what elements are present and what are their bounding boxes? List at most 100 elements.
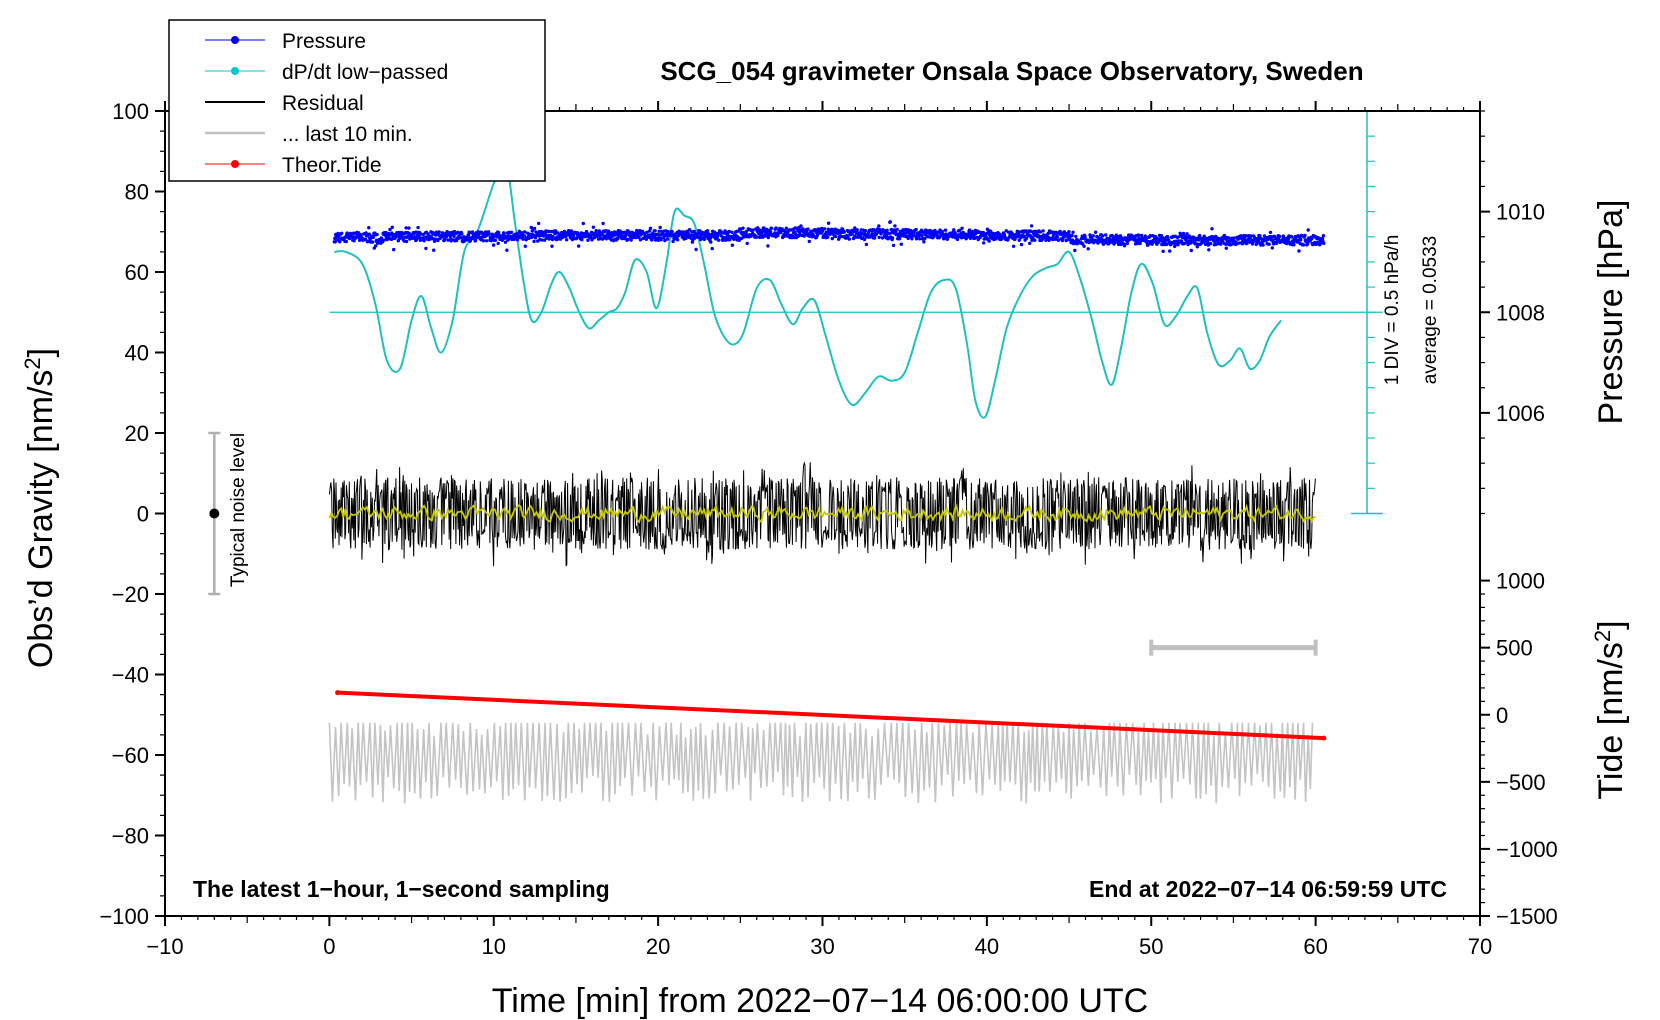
pressure-point — [509, 230, 514, 234]
pressure-point — [484, 239, 489, 243]
pressure-point — [982, 241, 986, 245]
pressure-point — [920, 233, 924, 238]
pressure-point — [629, 238, 633, 242]
x-tick-label: 60 — [1303, 934, 1327, 959]
y-axis-title-tide: Tide [nm/s2] — [1590, 620, 1631, 799]
x-axis-title: Time [min] from 2022−07−14 06:00:00 UTC — [492, 982, 1148, 1020]
pressure-point — [918, 237, 922, 241]
pressure-point — [532, 226, 537, 231]
legend-marker-dpdt — [231, 67, 239, 75]
pressure-point — [491, 243, 496, 247]
pressure-point — [727, 229, 731, 234]
pressure-point — [801, 227, 805, 231]
pressure-point — [1208, 241, 1213, 246]
y-axis-title-gravity-end: ] — [22, 348, 60, 357]
pressure-point — [505, 248, 509, 252]
pressure-point — [960, 226, 964, 230]
legend: Pressure dP/dt low−passed Residual ... l… — [168, 19, 546, 182]
pressure-point — [807, 239, 811, 244]
tide-tick-label: −1000 — [1496, 837, 1558, 862]
pressure-point — [1136, 233, 1141, 237]
tide-tick-label: 1000 — [1496, 569, 1545, 594]
pressure-point — [515, 238, 520, 242]
pressure-point — [953, 231, 957, 235]
pressure-point — [904, 227, 908, 232]
pressure-point — [606, 229, 611, 233]
pressure-point — [1176, 243, 1180, 247]
x-tick-label: 30 — [810, 934, 834, 959]
pressure-point — [730, 243, 735, 247]
y-tick-label: −20 — [112, 582, 149, 607]
pressure-point — [1017, 238, 1021, 242]
pressure-point — [1299, 238, 1303, 242]
pressure-point — [1019, 242, 1024, 247]
x-tick-label: 20 — [646, 934, 670, 959]
pressure-point — [658, 225, 662, 230]
y-tick-label: 40 — [125, 341, 149, 366]
pressure-point — [670, 229, 674, 234]
pressure-point — [638, 238, 643, 242]
pressure-point — [728, 238, 732, 242]
pressure-point — [724, 238, 728, 242]
axes: −10 0 10 20 30 40 50 60 70100806040200−20−40−60−… — [99, 99, 1557, 959]
pressure-point — [1161, 249, 1165, 253]
pressure-point — [388, 227, 392, 232]
legend-label-residual: Residual — [282, 92, 364, 115]
legend-marker-pressure — [231, 36, 239, 44]
pressure-point — [375, 232, 379, 237]
pressure-point — [371, 235, 376, 240]
pressure-point — [710, 246, 714, 251]
tide-line — [337, 690, 1324, 741]
pressure-point — [532, 239, 536, 244]
pressure-point — [1320, 236, 1325, 241]
pressure-point — [500, 238, 504, 242]
residual-filtered-trace — [328, 503, 1316, 525]
legend-box — [168, 19, 546, 182]
pressure-point — [577, 244, 581, 248]
pressure-point — [686, 231, 690, 235]
pressure-point — [1310, 237, 1314, 241]
pressure-point — [496, 241, 500, 246]
pressure-point — [709, 240, 713, 244]
pressure-point — [1041, 229, 1045, 233]
pressure-point — [537, 221, 541, 226]
pressure-point — [1226, 236, 1231, 240]
pressure-point — [972, 236, 977, 241]
pressure-point — [755, 235, 759, 239]
pressure-point — [653, 229, 657, 233]
tide-point — [335, 690, 341, 696]
pressure-point — [877, 224, 881, 228]
pressure-point — [872, 236, 877, 240]
pressure-point — [719, 234, 724, 238]
pressure-point — [657, 229, 661, 233]
pressure-point — [716, 238, 721, 242]
y-tick-label: −100 — [99, 904, 149, 929]
pressure-point — [826, 221, 831, 225]
pressure-point — [1029, 224, 1034, 228]
pressure-point — [1303, 233, 1307, 238]
pressure-point — [1067, 230, 1071, 234]
pressure-point — [657, 233, 661, 237]
pressure-point — [1256, 238, 1261, 243]
y-tick-label: 20 — [125, 421, 149, 446]
pressure-point — [971, 230, 975, 235]
pressure-point — [523, 244, 527, 248]
y-axis-title-tide-main: Tide [nm/s — [1592, 642, 1630, 799]
pressure-point — [822, 227, 827, 231]
pressure-point — [440, 231, 445, 235]
pressure-div-label: 1 DIV = 0.5 hPa/h — [1382, 235, 1403, 386]
pressure-point — [611, 234, 615, 238]
tide-tick-label: −1500 — [1496, 904, 1558, 929]
pressure-point — [799, 224, 803, 228]
pressure-point — [436, 238, 440, 243]
pressure-point — [768, 230, 773, 234]
pressure-point — [1074, 234, 1078, 239]
pressure-point — [550, 244, 554, 248]
legend-label-pressure: Pressure — [282, 30, 366, 53]
pressure-point — [862, 237, 867, 242]
y-tick-label: 60 — [125, 260, 149, 285]
pressure-point — [647, 229, 652, 233]
pressure-point — [1289, 235, 1294, 239]
noise-level-label: Typical noise level — [228, 433, 249, 587]
